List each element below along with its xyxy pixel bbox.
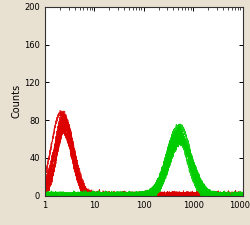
Y-axis label: Counts: Counts: [12, 84, 22, 118]
